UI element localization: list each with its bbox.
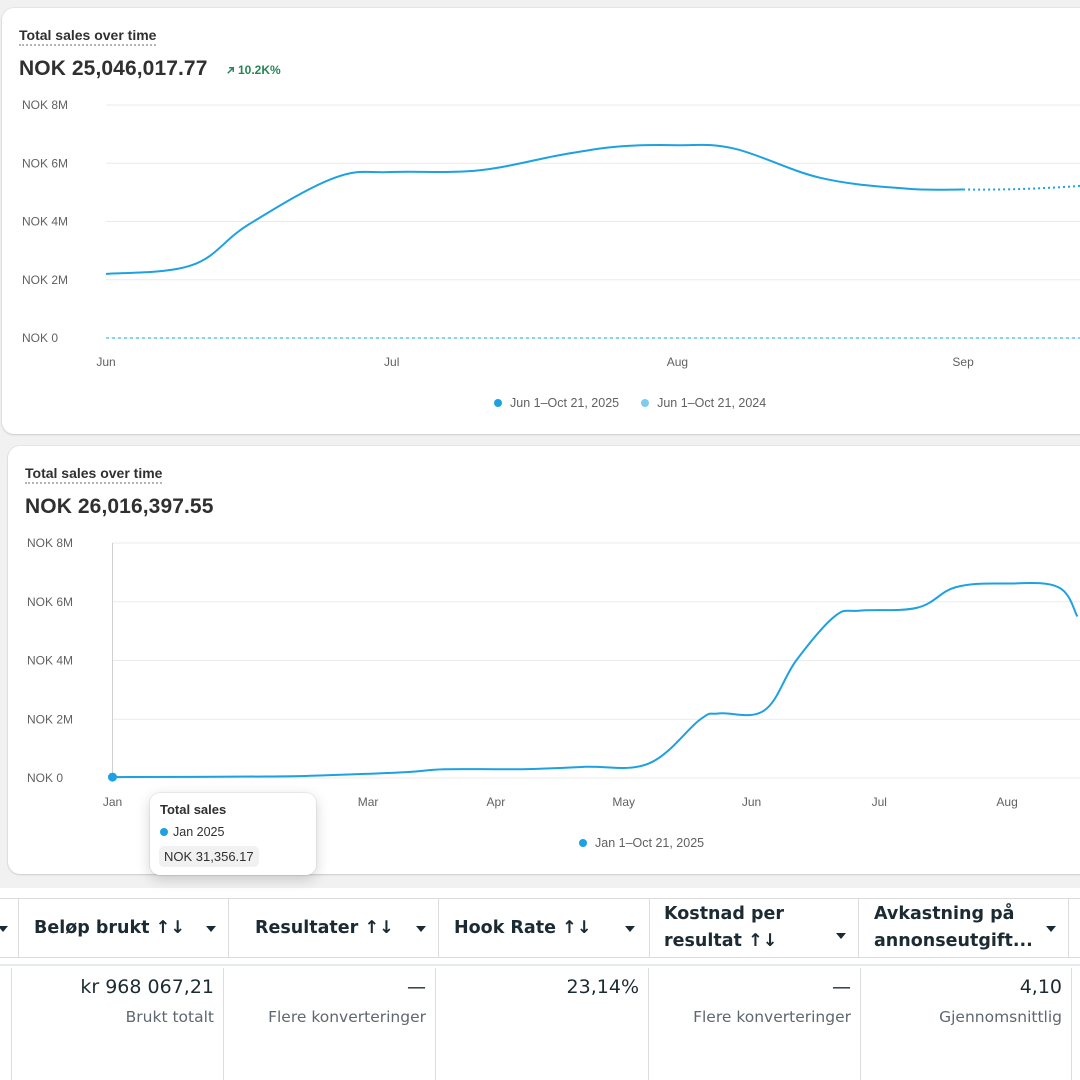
y-tick-label: NOK 4M (22, 215, 68, 229)
caret-down-icon[interactable] (836, 933, 846, 939)
y-tick-label: NOK 6M (22, 156, 68, 170)
legend-label: Jun 1–Oct 21, 2024 (657, 396, 767, 410)
column-header-amount-spent[interactable]: Beløp brukt ↑↓ (19, 899, 229, 957)
chart-1-change: 10.2K% (225, 63, 281, 77)
summary-cell-cost-per-result: — Flere konverteringer (649, 968, 861, 1080)
column-label-line-1: Kostnad per (664, 904, 784, 924)
chart-1-plot: NOK 0 NOK 2M NOK 4M NOK 6M NOK 8M Jun Jul Aug Se… (22, 98, 1080, 369)
x-tick-label: Jun (96, 355, 115, 369)
x-tick-label: Mar (358, 795, 379, 809)
x-tick-label: Jan (103, 795, 122, 809)
caret-down-icon[interactable] (206, 926, 216, 932)
legend-item-2024[interactable]: Jun 1–Oct 21, 2024 (641, 396, 766, 410)
summary-value: kr 968 067,21 (80, 976, 214, 998)
tooltip-value: NOK 31,356.17 (159, 846, 259, 867)
chart-tooltip: Total sales Jan 2025 NOK 31,356.17 (150, 793, 316, 875)
summary-value: — (832, 976, 851, 998)
tooltip-period-label: Jan 2025 (173, 825, 225, 839)
legend-label: Jan 1–Oct 21, 2025 (595, 836, 705, 850)
y-tick-label: NOK 8M (22, 98, 68, 112)
legend-label: Jun 1–Oct 21, 2025 (510, 396, 620, 410)
tooltip-title: Total sales (160, 802, 227, 817)
x-tick-label: Jul (872, 795, 887, 809)
summary-value: 23,14% (566, 976, 639, 998)
x-tick-label: Sep (952, 355, 974, 369)
chart-1-legend: Jun 1–Oct 21, 2025 Jun 1–Oct 21, 2024 (494, 396, 766, 410)
series-dot-icon (160, 828, 168, 836)
column-label-line-1: Avkastning på (874, 904, 1015, 924)
series-line-2025 (112, 582, 1079, 779)
legend-item-2025[interactable]: Jan 1–Oct 21, 2025 (579, 836, 704, 850)
caret-down-icon[interactable] (1046, 926, 1056, 932)
arrow-up-right-icon (227, 66, 234, 74)
x-tick-label: Aug (667, 355, 688, 369)
hover-point (108, 772, 117, 782)
summary-caption: Flere konverteringer (693, 1008, 851, 1026)
x-tick-label: May (612, 795, 635, 809)
column-header-roas[interactable]: Avkastning på annonseutgift... (859, 899, 1069, 957)
column-label: Kostnad per resultat ↑↓ (664, 901, 784, 955)
series-line-2025-projection (963, 184, 1080, 191)
legend-item-2025[interactable]: Jun 1–Oct 21, 2025 (494, 396, 619, 410)
column-label: Resultater ↑↓ (255, 917, 394, 938)
legend-dot-icon (579, 839, 587, 847)
summary-cell-hook-rate: 23,14% (436, 968, 649, 1080)
column-header-results[interactable]: Resultater ↑↓ (229, 899, 439, 957)
y-tick-label: NOK 2M (22, 273, 68, 287)
x-tick-label: Apr (487, 795, 506, 809)
column-label: Beløp brukt ↑↓ (34, 917, 185, 938)
sales-card-1: Total sales over time NOK 25,046,017.77 … (2, 8, 1080, 434)
column-label: Avkastning på annonseutgift... (874, 901, 1033, 955)
series-line-2025 (105, 143, 964, 275)
table-header: Beløp brukt ↑↓ Resultater ↑↓ Hook Rate ↑… (0, 898, 1080, 958)
legend-dot-icon (641, 399, 650, 407)
summary-caption: Flere konverteringer (268, 1008, 426, 1026)
column-header-cost-per-result[interactable]: Kostnad per resultat ↑↓ (650, 899, 859, 957)
ads-table: Beløp brukt ↑↓ Resultater ↑↓ Hook Rate ↑… (0, 888, 1080, 1080)
legend-dot-icon (494, 399, 502, 407)
y-tick-label: NOK 6M (27, 595, 73, 609)
summary-cell-amount-spent: kr 968 067,21 Brukt totalt (12, 968, 224, 1080)
y-tick-label: NOK 4M (27, 654, 73, 668)
column-label-line-2: annonseutgift... (874, 931, 1033, 951)
chart-1-change-value: 10.2K% (238, 63, 281, 77)
summary-caption: Brukt totalt (125, 1008, 214, 1026)
column-label-line-2: resultat ↑↓ (664, 931, 778, 951)
x-tick-label: Jun (742, 795, 761, 809)
column-label: Hook Rate ↑↓ (454, 917, 592, 938)
summary-cell-roas: 4,10 Gjennomsnittlig (861, 968, 1072, 1080)
y-tick-label: NOK 0 (27, 771, 63, 785)
tooltip-period: Jan 2025 (160, 825, 224, 839)
chart-1-title[interactable]: Total sales over time (19, 27, 157, 46)
summary-cell-prev (0, 968, 12, 1080)
summary-value: 4,10 (1019, 976, 1062, 998)
summary-cell-results: — Flere konverteringer (224, 968, 436, 1080)
chart-1-total: NOK 25,046,017.77 (19, 57, 208, 80)
chart-2-total: NOK 26,016,397.55 (25, 495, 214, 518)
column-header-prev[interactable] (0, 899, 19, 957)
caret-down-icon[interactable] (0, 926, 8, 932)
chart-2-legend: Jan 1–Oct 21, 2025 (579, 836, 704, 850)
chart-2-plot: NOK 0 NOK 2M NOK 4M NOK 6M NOK 8M Jan Mar Apr Ma… (27, 536, 1080, 809)
chart-2-title[interactable]: Total sales over time (25, 465, 163, 484)
x-tick-label: Aug (996, 795, 1017, 809)
x-tick-label: Jul (384, 355, 399, 369)
y-tick-label: NOK 2M (27, 712, 73, 726)
y-tick-label: NOK 0 (22, 331, 58, 345)
summary-caption: Gjennomsnittlig (939, 1008, 1062, 1026)
y-tick-label: NOK 8M (27, 536, 73, 550)
summary-value: — (407, 976, 426, 998)
caret-down-icon[interactable] (416, 926, 426, 932)
column-header-hook-rate[interactable]: Hook Rate ↑↓ (439, 899, 650, 957)
caret-down-icon[interactable] (625, 926, 635, 932)
table-divider (0, 964, 1080, 966)
